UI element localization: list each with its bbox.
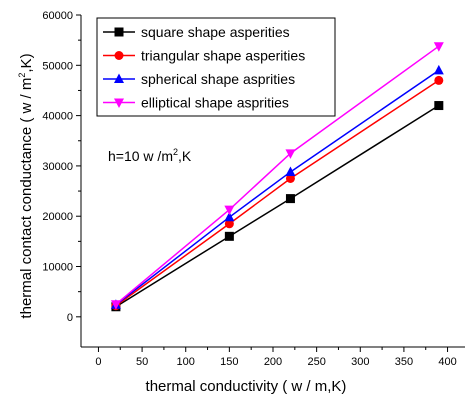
x-tick-label: 350 — [395, 356, 413, 368]
y-axis-title-main: thermal contact conductance ( w / m — [18, 78, 35, 319]
tick-marks — [76, 14, 449, 352]
legend-item: elliptical shape asprities — [103, 95, 289, 111]
y-tick-label: 20000 — [42, 211, 73, 223]
legend-label: spherical shape asprities — [141, 71, 295, 87]
y-tick-label: 50000 — [42, 60, 73, 72]
data-point-circle — [224, 219, 234, 229]
y-tick-label: 0 — [67, 312, 73, 324]
x-tick-label: 400 — [438, 356, 456, 368]
data-point-triangle-down — [114, 98, 124, 108]
data-point-square — [285, 194, 295, 204]
series-layer — [110, 42, 444, 312]
y-tick-label: 60000 — [42, 10, 73, 22]
legend-item: triangular shape asperities — [103, 48, 305, 64]
annotation-tail: ,K — [178, 148, 192, 164]
tick-labels: 0 50 100 150 200 250 300 350 400 0 10000 20000 30000… — [42, 10, 456, 368]
data-point-circle — [285, 173, 295, 183]
series-1 — [111, 101, 444, 312]
legend: square shape asperities triangular shape … — [96, 17, 336, 117]
data-point-square — [434, 101, 444, 111]
data-point-square — [114, 27, 124, 37]
data-point-square — [224, 231, 234, 241]
data-point-circle — [114, 51, 124, 60]
y-axis-title-tail: ,K) — [18, 53, 35, 72]
legend-label: elliptical shape asprities — [141, 95, 289, 111]
data-point-triangle-up — [224, 211, 235, 222]
data-point-triangle-down — [285, 149, 296, 159]
series-line — [115, 45, 440, 305]
x-tick-label: 0 — [95, 356, 101, 368]
annotation-main: h=10 w /m — [108, 148, 173, 164]
annotation: h=10 w /m2,K — [108, 147, 192, 164]
x-tick-label: 50 — [136, 356, 148, 368]
data-point-triangle-down — [433, 42, 444, 52]
y-axis-title: thermal contact conductance ( w / m2,K) — [17, 53, 35, 318]
y-tick-label: 40000 — [42, 111, 73, 123]
x-tick-label: 250 — [307, 356, 325, 368]
x-axis-title: thermal conductivity ( w / m,K) — [146, 378, 347, 395]
legend-box — [96, 17, 336, 117]
data-point-triangle-up — [114, 73, 124, 83]
x-tick-label: 100 — [177, 356, 195, 368]
data-point-triangle-down — [224, 205, 235, 216]
series-line — [115, 104, 440, 308]
legend-item: spherical shape asprities — [103, 71, 295, 87]
series-3 — [110, 64, 444, 309]
data-point-triangle-up — [285, 166, 296, 176]
data-point-triangle-down — [110, 300, 121, 310]
legend-label: square shape asperities — [141, 24, 290, 40]
y-axis-title-sup: 2 — [17, 73, 27, 78]
series-line — [115, 79, 440, 307]
y-tick-label: 30000 — [42, 161, 73, 173]
annotation-sup: 2 — [173, 147, 178, 157]
y-tick-label: 10000 — [42, 262, 73, 274]
data-point-triangle-up — [433, 64, 444, 75]
legend-item: square shape asperities — [103, 24, 290, 40]
data-point-circle — [434, 75, 444, 85]
x-tick-label: 150 — [220, 356, 238, 368]
legend-label: triangular shape asperities — [141, 48, 305, 64]
series-4 — [110, 42, 444, 310]
x-tick-label: 300 — [351, 356, 369, 368]
series-line — [115, 69, 440, 306]
x-tick-label: 200 — [264, 356, 282, 368]
